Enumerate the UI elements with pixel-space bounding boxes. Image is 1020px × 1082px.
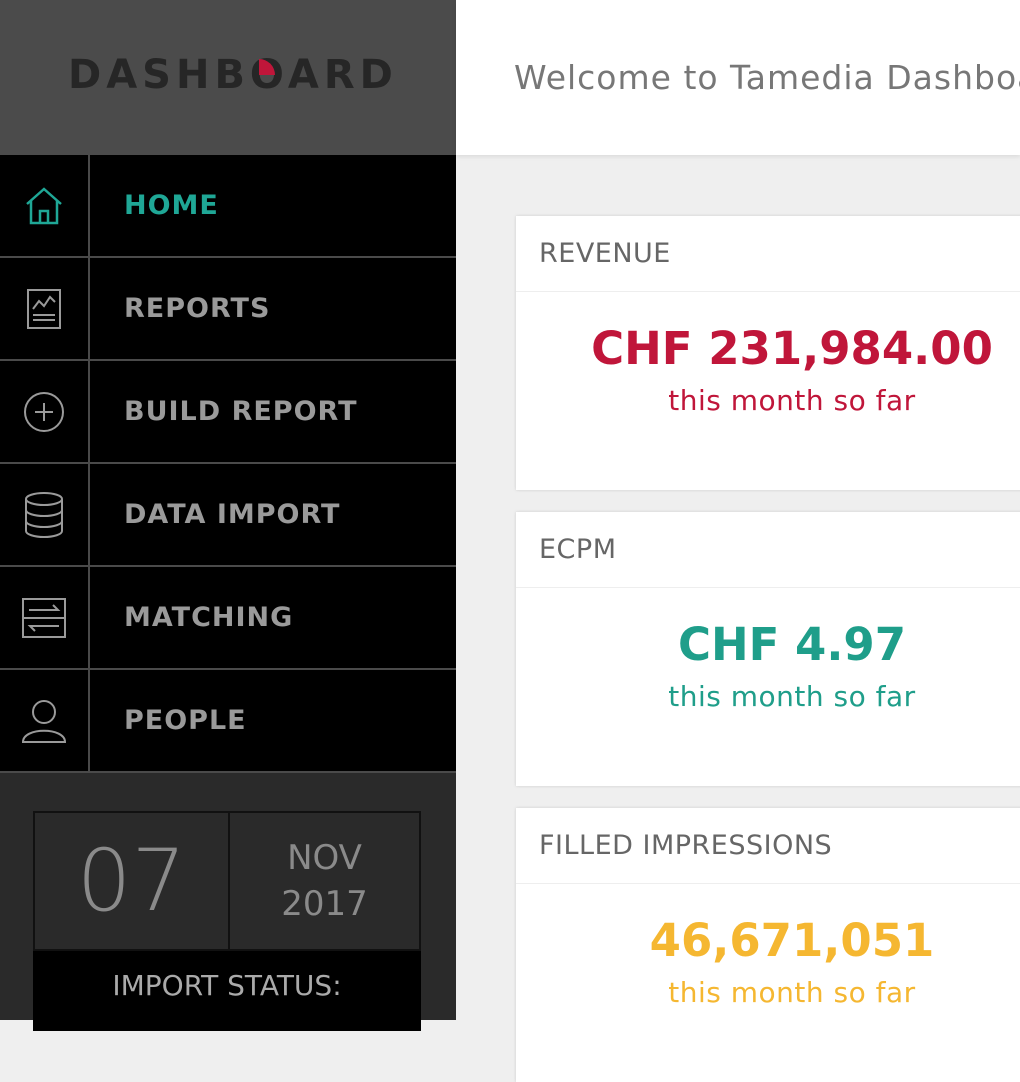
- logo: DASHBOARD: [68, 52, 398, 98]
- nav-item[interactable]: HOME: [0, 155, 456, 258]
- card-caption: this month so far: [668, 680, 916, 713]
- nav-item[interactable]: MATCHING: [0, 567, 456, 670]
- date-box: 07 NOV 2017: [33, 811, 421, 951]
- logo-area: DASHBOARD: [0, 0, 456, 155]
- nav-item[interactable]: PEOPLE: [0, 670, 456, 773]
- nav-item[interactable]: REPORTS: [0, 258, 456, 361]
- card-caption: this month so far: [668, 384, 916, 417]
- nav-icon: [0, 361, 90, 462]
- card-value: 46,671,051: [649, 914, 935, 967]
- card: REVENUE CHF 231,984.00 this month so far: [516, 216, 1020, 490]
- date-month-year: NOV 2017: [230, 813, 419, 949]
- nav-label: MATCHING: [124, 602, 294, 633]
- card: FILLED IMPRESSIONS 46,671,051 this month…: [516, 808, 1020, 1082]
- nav-item[interactable]: BUILD REPORT: [0, 361, 456, 464]
- date-year: 2017: [281, 884, 368, 924]
- card-title: FILLED IMPRESSIONS: [516, 808, 1020, 884]
- nav-label: BUILD REPORT: [124, 396, 358, 427]
- card-value: CHF 4.97: [677, 618, 907, 671]
- date-day: 07: [35, 813, 230, 949]
- nav-label: PEOPLE: [124, 705, 247, 736]
- nav-icon: [0, 155, 90, 256]
- nav-icon: [0, 258, 90, 359]
- nav-label: DATA IMPORT: [124, 499, 341, 530]
- header-title: Welcome to Tamedia Dashboard: [514, 58, 1020, 97]
- card-value: CHF 231,984.00: [591, 322, 993, 375]
- logo-accent: [259, 59, 275, 75]
- card-title: REVENUE: [516, 216, 1020, 292]
- card: ECPM CHF 4.97 this month so far: [516, 512, 1020, 786]
- card-title: ECPM: [516, 512, 1020, 588]
- sidebar: DASHBOARD HOME REPORTS BUILD REPORT DATA…: [0, 0, 456, 1031]
- nav-item[interactable]: DATA IMPORT: [0, 464, 456, 567]
- date-month: NOV: [287, 838, 362, 878]
- nav-label: HOME: [124, 190, 219, 221]
- nav-label: REPORTS: [124, 293, 271, 324]
- nav-icon: [0, 464, 90, 565]
- header: Welcome to Tamedia Dashboard: [456, 0, 1020, 155]
- import-status: IMPORT STATUS:: [33, 951, 421, 1031]
- card-caption: this month so far: [668, 976, 916, 1009]
- nav-icon: [0, 567, 90, 668]
- nav-icon: [0, 670, 90, 771]
